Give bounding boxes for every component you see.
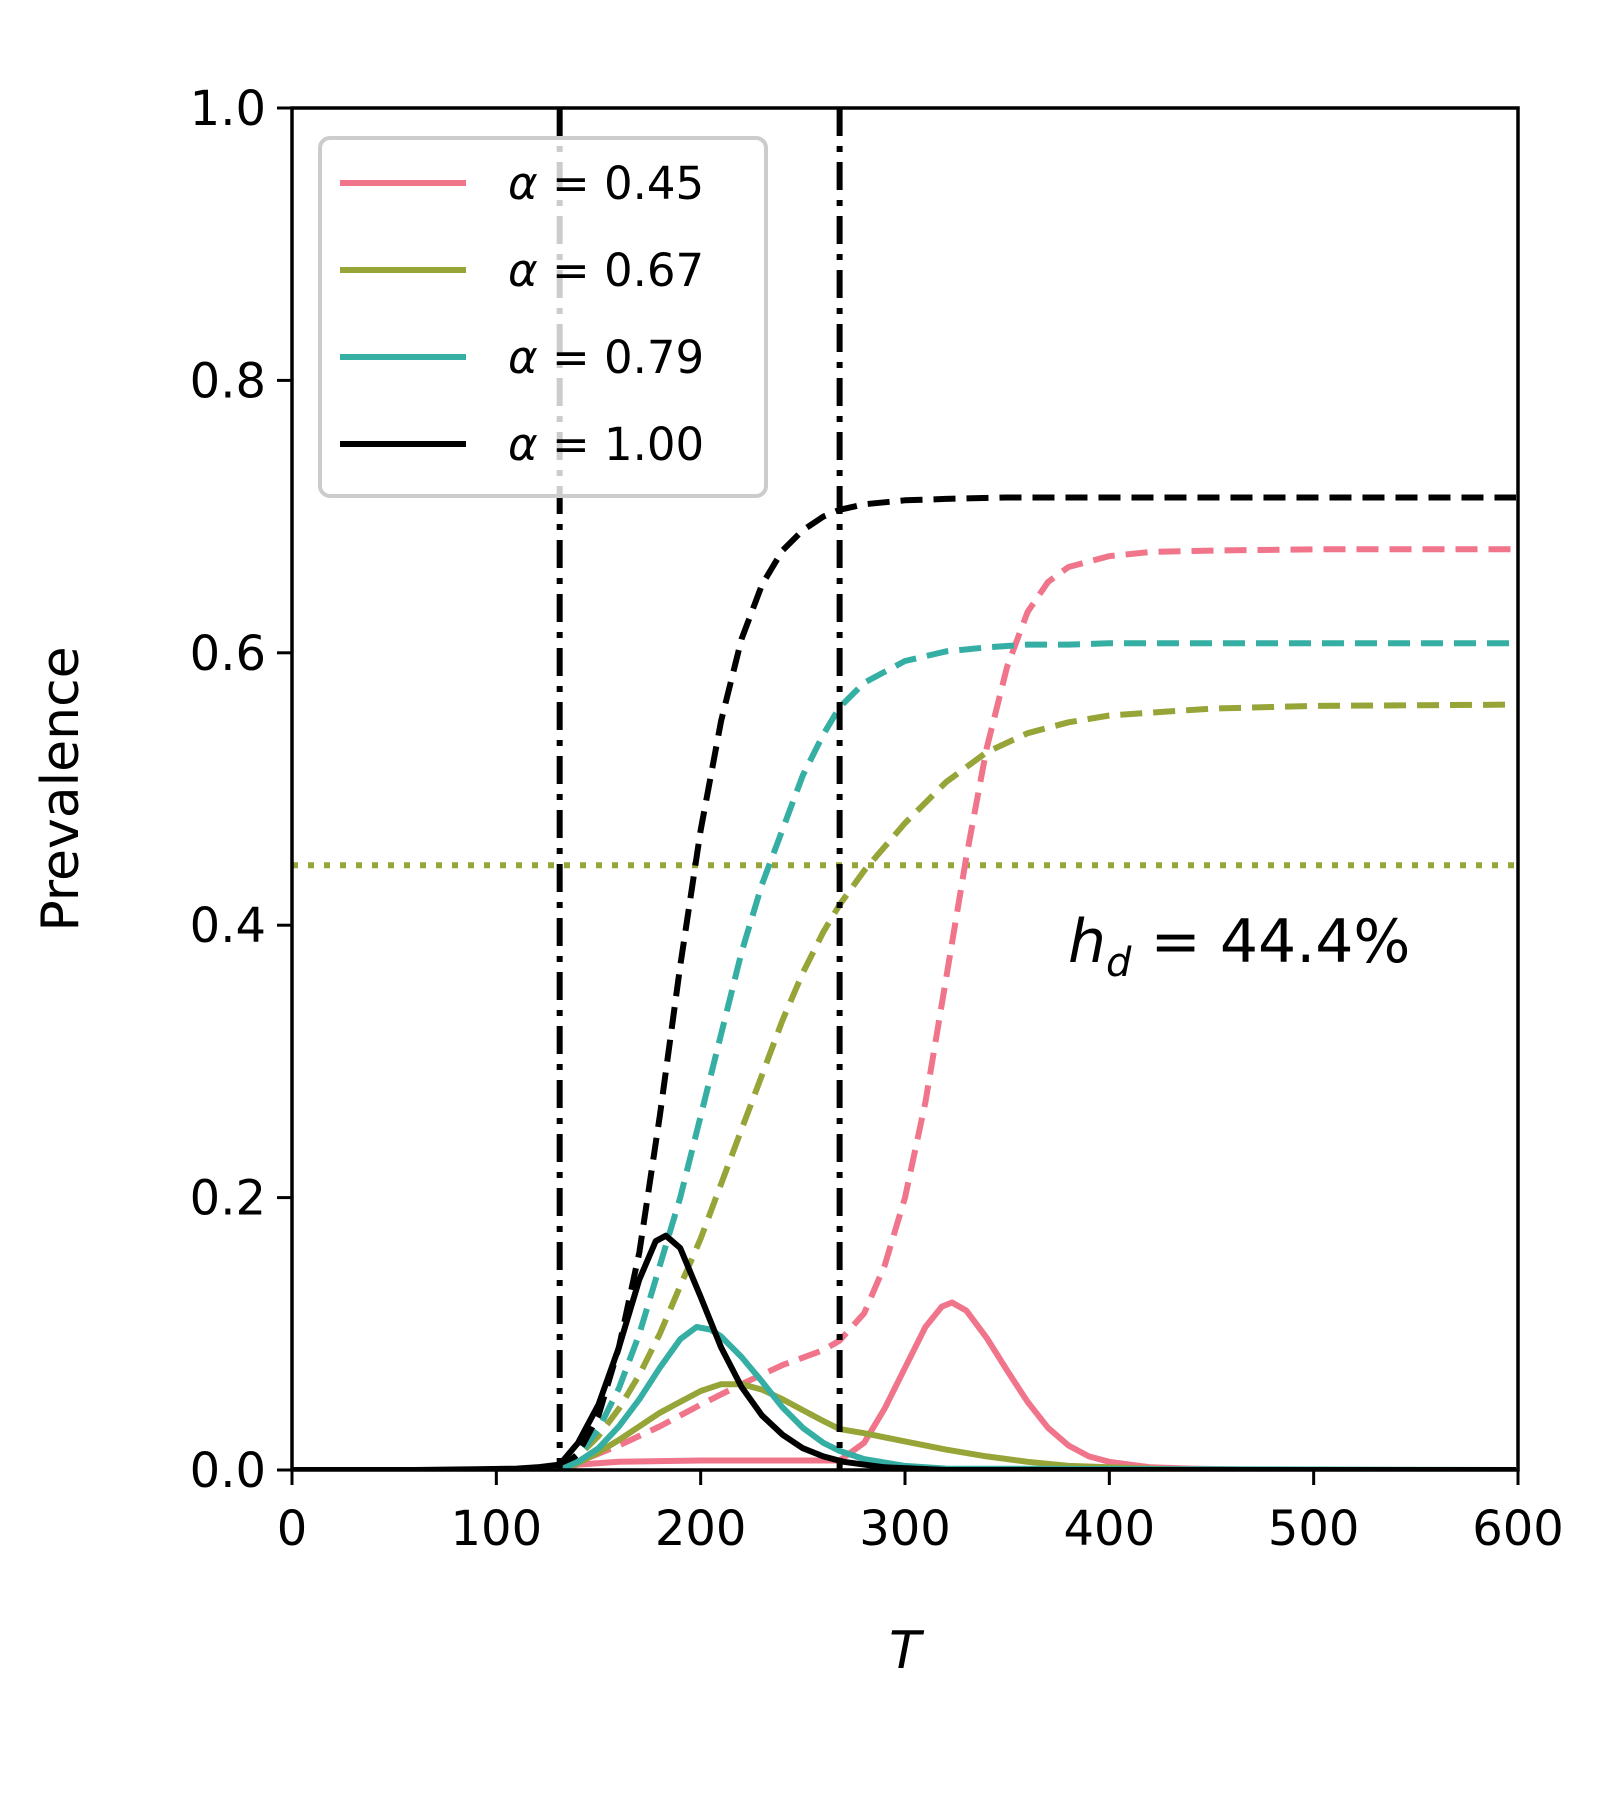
x-tick-label: 100 (451, 1501, 543, 1557)
cumulative-line-1 (557, 701, 1516, 1470)
cumulative-series-layer (557, 494, 1516, 1470)
legend-box (318, 136, 768, 498)
y-tick-label: 0.0 (190, 1443, 266, 1499)
x-axis-label: T (889, 1621, 925, 1681)
prevalence-line-1 (292, 1381, 1516, 1470)
prevalence-series-layer (292, 1232, 1516, 1470)
y-tick-label: 1.0 (190, 81, 266, 137)
legend-label-0: α = 0.45 (508, 157, 704, 210)
prevalence-line-3 (292, 1232, 1516, 1470)
y-tick-label: 0.8 (190, 353, 266, 409)
cumulative-line-0 (558, 546, 1516, 1470)
x-tick-label: 600 (1472, 1501, 1564, 1557)
y-tick-label: 0.2 (190, 1171, 266, 1227)
prevalence-line-2 (292, 1324, 1516, 1470)
x-tick-label: 0 (277, 1501, 308, 1557)
threshold-annotation: hd = 44.4% (1068, 907, 1410, 986)
y-tick-label: 0.6 (190, 626, 266, 682)
legend: α = 0.45 α = 0.67 α = 0.79 α = 1.00 (318, 136, 768, 498)
x-tick-label: 200 (655, 1501, 747, 1557)
x-tick-label: 400 (1064, 1501, 1156, 1557)
legend-label-3: α = 1.00 (508, 418, 704, 471)
y-axis: 0.0 0.2 0.4 0.6 0.8 1.0 (190, 81, 292, 1499)
legend-label-2: α = 0.79 (508, 331, 704, 384)
y-axis-label: Prevalence (31, 646, 91, 931)
y-tick-label: 0.4 (190, 898, 266, 954)
cumulative-line-3 (557, 494, 1516, 1470)
x-tick-label: 500 (1268, 1501, 1360, 1557)
prevalence-line-0 (292, 1299, 1516, 1470)
cumulative-line-2 (557, 640, 1516, 1470)
legend-label-1: α = 0.67 (508, 244, 704, 297)
x-tick-label: 300 (859, 1501, 951, 1557)
x-axis: 0 100 200 300 400 500 600 (277, 1470, 1564, 1557)
